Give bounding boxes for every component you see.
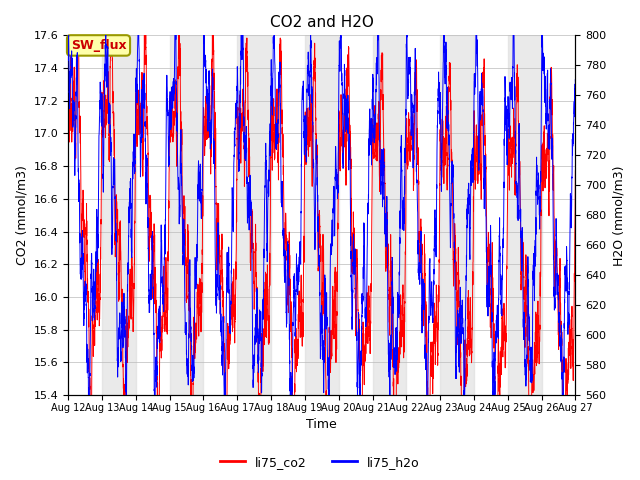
Bar	[237, 36, 271, 395]
Bar	[508, 36, 541, 395]
Y-axis label: H2O (mmol/m3): H2O (mmol/m3)	[612, 165, 625, 265]
X-axis label: Time: Time	[307, 419, 337, 432]
Y-axis label: CO2 (mmol/m3): CO2 (mmol/m3)	[15, 165, 28, 265]
Bar	[305, 36, 339, 395]
Bar	[170, 36, 204, 395]
Text: SW_flux: SW_flux	[70, 39, 126, 52]
Bar	[440, 36, 474, 395]
Bar	[102, 36, 136, 395]
Bar	[372, 36, 406, 395]
Legend: li75_co2, li75_h2o: li75_co2, li75_h2o	[215, 451, 425, 474]
Title: CO2 and H2O: CO2 and H2O	[270, 15, 374, 30]
